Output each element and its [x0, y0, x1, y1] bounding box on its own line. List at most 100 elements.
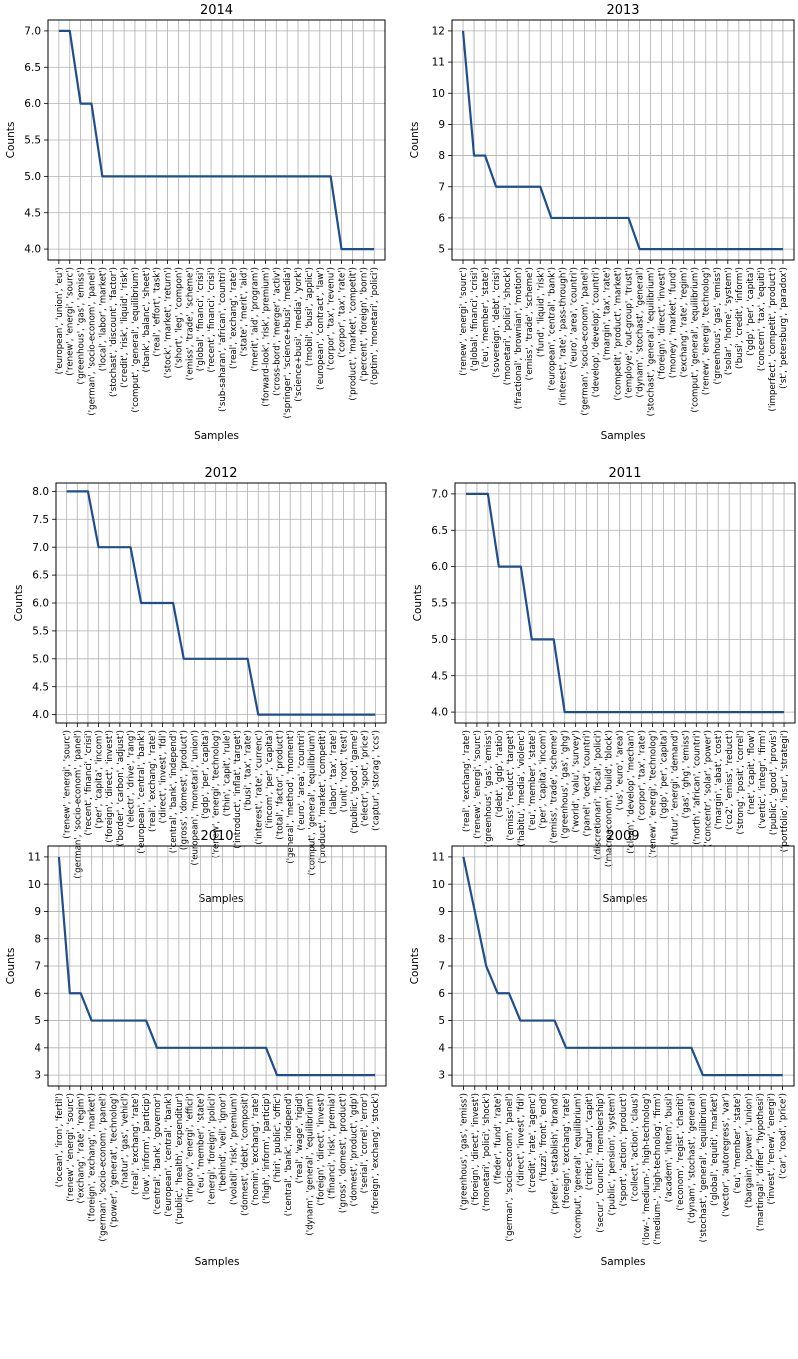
- x-tick-label: ('foreign', 'direct', 'invest'): [317, 1093, 327, 1206]
- x-tick-label: ('total', 'factor', 'product'): [276, 730, 286, 840]
- x-tick-label: ('ocean', 'iron', 'fertil'): [55, 1093, 65, 1187]
- x-tick-label: ('bank', 'balanc', 'sheet'): [142, 267, 152, 372]
- chart-title: 2011: [608, 466, 641, 481]
- x-tick-label: ('central', 'bank', 'governor'): [153, 1093, 163, 1215]
- x-tick-label: ('solar', 'home', 'system'): [724, 267, 734, 375]
- x-tick-label: ('macroeconom', 'build', 'block'): [605, 730, 615, 867]
- x-tick-label: ('behind', 'veil', 'ignor'): [218, 1093, 228, 1192]
- y-tick-label: 9: [438, 119, 445, 131]
- x-tick-label: ('foreign', 'direct', 'invest'): [471, 1093, 481, 1206]
- x-tick-label: ('eu', 'member', 'state'): [528, 730, 538, 831]
- x-tick-label: ('public', 'good', 'game'): [350, 730, 360, 833]
- x-tick-label: ('electr', 'spot', 'price'): [361, 730, 371, 826]
- x-tick-label: ('emiss', 'trade', 'scheme'): [525, 267, 535, 380]
- y-axis-label: Counts: [409, 948, 421, 985]
- y-tick-label: 9: [438, 906, 445, 918]
- y-tick-label: 5.5: [24, 135, 41, 147]
- x-tick-label: ('emiss', 'trade', 'scheme'): [550, 730, 560, 843]
- x-tick-label: ('improv', 'energi', 'effici'): [186, 1093, 196, 1203]
- x-tick-label: ('interest', 'rate', 'currenc'): [254, 730, 264, 845]
- x-tick-label: ('hiri', 'public', 'offic'): [273, 1093, 283, 1183]
- x-tick-label: ('busi', 'credit', 'inform'): [735, 267, 745, 369]
- y-tick-label: 11: [432, 852, 445, 864]
- x-tick-label: ('emiss', 'reduct', 'target'): [506, 730, 516, 841]
- x-tick-label: ('gdp', 'per', 'capita'): [746, 267, 756, 356]
- y-tick-label: 5: [34, 1015, 41, 1027]
- x-tick-label: ('domest', 'debt', 'composit'): [240, 1093, 250, 1216]
- x-tick-label: ('foreign', 'direct', 'invest'): [105, 730, 115, 843]
- x-tick-label: ('european', 'contract', 'law'): [316, 267, 326, 390]
- x-tick-label: ('panel', 'oecd', 'countri'): [583, 730, 593, 837]
- x-tick-label: ('greenhous', 'gas', 'emiss'): [484, 730, 494, 847]
- chart-2011: 4.0 4.5 5.0 5.5 6.0 6.5 7.0 ('real', 'exchang',…: [412, 466, 796, 905]
- x-tick-label: ('local', 'labor', 'market'): [98, 267, 108, 371]
- x-tick-label: ('vertic', 'integr', 'firm'): [758, 730, 768, 829]
- x-tick-label: ('co2', 'emiss', 'reduct'): [725, 730, 735, 830]
- x-tick-label: ('financi', 'risk', 'premia'): [327, 1093, 337, 1199]
- y-tick-label: 5.0: [24, 171, 41, 183]
- x-tick-label: ('sport', 'action', 'product'): [619, 1093, 629, 1206]
- y-axis-label: Counts: [409, 122, 421, 159]
- x-tick-label: ('public', 'pension', 'system'): [608, 1093, 618, 1216]
- x-tick-label: ('greenhous', 'gas', 'emiss'): [713, 267, 723, 384]
- x-tick-label: ('european', 'central', 'bank'): [137, 730, 147, 854]
- y-axis-label: Counts: [412, 585, 424, 622]
- x-tick-label: ('net', 'capit', 'flow'): [747, 730, 757, 815]
- x-tick-label: ('futur', 'energi', 'demand'): [670, 730, 680, 845]
- x-tick-label: ('feder', 'fund', 'rate'): [494, 1093, 504, 1184]
- x-tick-label: ('critic', 'natur', 'capit'): [585, 1093, 595, 1190]
- x-tick-label: ('global', 'equiti', 'market'): [710, 1093, 720, 1206]
- x-tick-label: ('foreign', 'exchang', 'rate'): [562, 1093, 572, 1209]
- x-tick-label: ('dynam', 'general', 'equilibrium'): [306, 1093, 316, 1236]
- x-tick-label: ('real', 'wage', 'rigid'): [295, 1093, 305, 1183]
- x-tick-label: ('money', 'market', 'fund'): [669, 267, 679, 378]
- x-axis-label: Samples: [194, 430, 239, 442]
- x-tick-label: ('competit', 'product', 'market'): [613, 267, 623, 401]
- x-tick-label: ('martingal', 'differ', 'hypothesi'): [756, 1093, 766, 1231]
- chart-title: 2010: [200, 829, 233, 844]
- y-tick-label: 11: [432, 57, 445, 69]
- y-tick-label: 7: [438, 961, 445, 973]
- y-tick-label: 4.5: [431, 670, 448, 682]
- y-tick-label: 4.0: [32, 709, 49, 721]
- y-tick-label: 6.0: [431, 561, 448, 573]
- chart-title: 2014: [200, 3, 233, 18]
- x-tick-label: ('real', 'effort', 'task'): [153, 267, 163, 357]
- x-tick-label: ('corpor', 'tax', 'rate'): [338, 267, 348, 358]
- chart-title: 2009: [606, 829, 639, 844]
- x-tick-label: ('captur', 'storag', 'ccs'): [371, 730, 381, 831]
- y-tick-label: 9: [34, 906, 41, 918]
- x-tick-label: ('high', 'inform', 'particip'): [262, 1093, 272, 1204]
- chart-title: 2012: [204, 466, 237, 481]
- chart-2009: 3 4 5 6 7 8 9 10 11 ('greenhous', 'gas', 'emiss')…: [409, 829, 795, 1268]
- x-tick-label: ('stochast', 'general', 'equilibrium'): [647, 267, 657, 416]
- x-tick-label: ('serial', 'correl', 'error'): [360, 1093, 370, 1193]
- x-tick-label: ('energi', 'foreign', 'polici'): [208, 1093, 218, 1205]
- x-tick-label: ('greenhous', 'gas', 'emiss'): [459, 1093, 469, 1210]
- y-tick-label: 7.5: [32, 514, 49, 526]
- x-tick-label: ('foreign', 'exchang', 'stock'): [371, 1093, 381, 1214]
- plot-frame: [47, 19, 386, 261]
- x-tick-label: ('european', 'union', 'eu'): [55, 267, 65, 374]
- x-tick-label: ('eu', 'member', 'state'): [733, 1093, 743, 1194]
- x-tick-label: ('low', 'inform', 'particip'): [142, 1093, 152, 1200]
- x-tick-label: ('gross', 'domest', 'product'): [180, 730, 190, 850]
- x-tick-label: ('secur', 'council', 'membership'): [596, 1093, 606, 1233]
- x-tick-label: ('labor', 'tax', 'rate'): [329, 730, 339, 815]
- y-axis-label: Counts: [5, 122, 17, 159]
- x-tick-label: ('corpor', 'tax', 'rate'): [637, 730, 647, 821]
- x-tick-label: ('interest', 'rate', 'pass-through'): [558, 267, 568, 406]
- y-tick-label: 6: [438, 988, 445, 1000]
- x-tick-label: ('bargain', 'power', 'union'): [744, 1093, 754, 1208]
- x-tick-label: ('fund', 'liquid', 'risk'): [536, 267, 546, 357]
- y-tick-label: 7.0: [24, 26, 41, 38]
- plot-frame: [451, 845, 795, 1087]
- y-tick-label: 3: [438, 1070, 445, 1082]
- y-tick-label: 5: [438, 244, 445, 256]
- y-tick-label: 8: [438, 933, 445, 945]
- y-axis-label: Counts: [5, 948, 17, 985]
- series-line: [462, 856, 783, 1077]
- x-tick-label: ('renew', 'energi', 'sourc'): [66, 267, 76, 376]
- x-tick-label: ('low-', 'medium-', 'high-technolog'): [642, 1093, 652, 1245]
